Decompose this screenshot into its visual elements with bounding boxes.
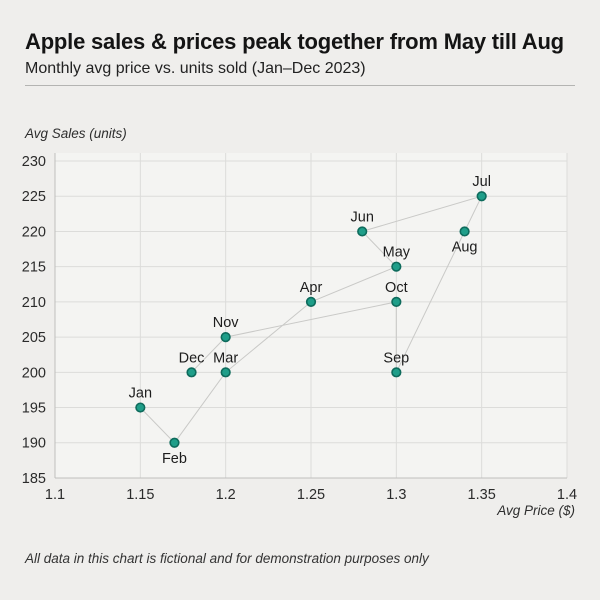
point-label-aug: Aug <box>452 239 478 255</box>
y-tick-label-205: 205 <box>22 330 46 346</box>
x-tick-label-1.2: 1.2 <box>216 487 236 503</box>
y-tick-label-185: 185 <box>22 471 46 487</box>
y-axis-title: Avg Sales (units) <box>25 126 127 141</box>
data-point-dec <box>186 367 197 378</box>
data-point-jun <box>357 226 368 237</box>
y-tick-label-225: 225 <box>22 189 46 205</box>
header-divider <box>25 85 575 86</box>
point-label-apr: Apr <box>300 280 323 296</box>
y-tick-label-220: 220 <box>22 224 46 240</box>
point-label-jan: Jan <box>129 386 152 402</box>
y-tick-label-195: 195 <box>22 400 46 416</box>
x-axis-title: Avg Price ($) <box>497 503 575 518</box>
point-label-may: May <box>383 245 411 261</box>
point-label-nov: Nov <box>213 315 240 331</box>
chart-title: Apple sales & prices peak together from … <box>25 29 564 54</box>
data-point-sep <box>391 367 402 378</box>
data-point-jan <box>135 402 146 413</box>
y-tick-label-215: 215 <box>22 260 46 276</box>
y-tick-label-230: 230 <box>22 154 46 170</box>
data-point-oct <box>391 296 402 307</box>
point-label-oct: Oct <box>385 280 408 296</box>
chart-footnote: All data in this chart is fictional and … <box>25 551 429 566</box>
x-tick-label-1.3: 1.3 <box>386 487 406 503</box>
x-tick-label-1.35: 1.35 <box>468 487 496 503</box>
point-label-jun: Jun <box>351 209 374 225</box>
point-label-feb: Feb <box>162 451 187 467</box>
point-label-dec: Dec <box>179 350 205 366</box>
data-point-mar <box>220 367 231 378</box>
data-point-feb <box>169 437 180 448</box>
y-tick-label-210: 210 <box>22 295 46 311</box>
series-connector-line <box>139 195 483 444</box>
point-label-jul: Jul <box>472 174 491 190</box>
x-tick-label-1.15: 1.15 <box>126 487 154 503</box>
chart-subtitle: Monthly avg price vs. units sold (Jan–De… <box>25 60 366 77</box>
data-point-apr <box>305 296 317 307</box>
x-tick-label-1.1: 1.1 <box>45 487 65 503</box>
y-tick-label-200: 200 <box>22 365 46 381</box>
data-point-nov <box>220 332 231 343</box>
x-tick-label-1.4: 1.4 <box>557 487 577 503</box>
data-point-jul <box>476 191 487 202</box>
x-tick-label-1.25: 1.25 <box>297 487 325 503</box>
data-point-aug <box>459 226 470 237</box>
point-label-mar: Mar <box>213 350 238 366</box>
point-label-sep: Sep <box>383 350 409 366</box>
y-tick-label-190: 190 <box>22 436 46 452</box>
data-point-may <box>391 261 402 272</box>
